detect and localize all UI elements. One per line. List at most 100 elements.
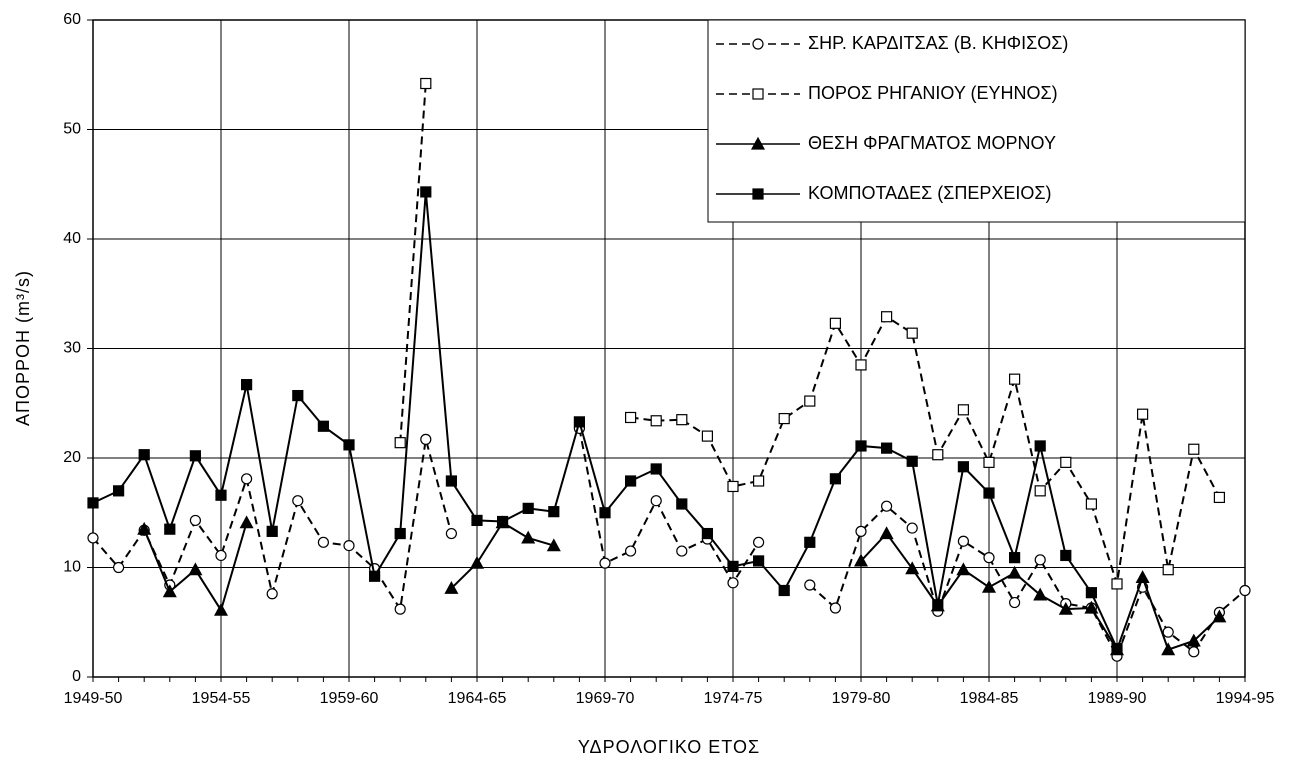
y-tick-label: 10 bbox=[63, 559, 81, 576]
marker bbox=[112, 561, 125, 574]
marker bbox=[1060, 549, 1072, 562]
marker bbox=[957, 535, 970, 547]
marker bbox=[522, 502, 534, 514]
marker bbox=[343, 539, 355, 552]
x-tick-label: 1964-65 bbox=[448, 690, 507, 707]
marker bbox=[1213, 491, 1226, 504]
marker bbox=[292, 389, 304, 402]
marker bbox=[1033, 587, 1048, 601]
marker bbox=[292, 495, 304, 507]
marker bbox=[727, 480, 739, 493]
marker bbox=[750, 136, 766, 150]
marker bbox=[880, 311, 893, 323]
marker bbox=[87, 497, 99, 509]
series-line bbox=[399, 83, 1221, 585]
marker bbox=[624, 411, 637, 424]
marker bbox=[266, 525, 278, 537]
marker bbox=[497, 515, 509, 528]
marker bbox=[752, 188, 764, 200]
marker bbox=[676, 545, 688, 557]
marker bbox=[317, 420, 329, 432]
marker bbox=[855, 359, 867, 371]
marker bbox=[394, 527, 406, 540]
y-tick-label: 0 bbox=[72, 668, 81, 685]
marker bbox=[1239, 584, 1251, 597]
marker bbox=[1188, 646, 1200, 658]
marker bbox=[546, 538, 561, 552]
x-tick-label: 1969-70 bbox=[576, 690, 635, 707]
marker bbox=[317, 536, 329, 548]
marker bbox=[215, 549, 227, 562]
marker bbox=[87, 532, 99, 544]
marker bbox=[213, 602, 229, 616]
x-axis-label: ΥΔΡΟΛΟΓΙΚΟ ΕΤΟΣ bbox=[578, 737, 760, 757]
marker bbox=[420, 186, 432, 198]
marker bbox=[957, 461, 970, 473]
marker bbox=[1008, 596, 1021, 609]
marker bbox=[1111, 642, 1123, 655]
marker bbox=[188, 562, 203, 576]
marker bbox=[444, 581, 459, 594]
x-tick-label: 1954-55 bbox=[192, 690, 251, 707]
marker bbox=[241, 473, 253, 485]
marker bbox=[1188, 443, 1200, 455]
marker bbox=[983, 456, 995, 468]
marker bbox=[778, 412, 790, 425]
marker bbox=[650, 463, 662, 475]
marker bbox=[906, 455, 918, 467]
marker bbox=[1034, 485, 1046, 497]
marker bbox=[164, 523, 176, 535]
marker bbox=[804, 536, 816, 548]
marker bbox=[804, 395, 816, 407]
marker bbox=[137, 521, 152, 535]
marker bbox=[880, 500, 893, 512]
marker bbox=[1058, 601, 1073, 615]
marker bbox=[471, 514, 483, 527]
marker bbox=[650, 415, 662, 427]
marker bbox=[981, 579, 997, 593]
marker bbox=[1085, 498, 1098, 510]
marker bbox=[241, 379, 253, 391]
marker bbox=[624, 475, 637, 487]
marker bbox=[215, 489, 227, 501]
marker bbox=[932, 449, 944, 461]
marker bbox=[369, 570, 381, 582]
marker bbox=[727, 577, 739, 589]
marker bbox=[1162, 626, 1174, 638]
legend-label: ΘΕΣΗ ΦΡΑΓΜΑΤΟΣ ΜΟΡΝΟΥ bbox=[808, 133, 1056, 153]
marker bbox=[266, 588, 278, 600]
marker bbox=[879, 526, 894, 540]
marker bbox=[752, 88, 764, 100]
marker bbox=[521, 530, 536, 544]
marker bbox=[829, 602, 842, 614]
marker bbox=[1186, 633, 1201, 647]
legend-label: ΠΟΡΟΣ ΡΗΓΑΝΙΟΥ (ΕΥΗΝΟΣ) bbox=[808, 83, 1058, 103]
marker bbox=[1034, 440, 1046, 452]
marker bbox=[855, 440, 867, 452]
marker bbox=[394, 437, 406, 449]
x-tick-label: 1949-50 bbox=[64, 690, 123, 707]
legend-label: ΚΟΜΠΟΤΑΔΕΣ (ΣΠΕΡΧΕΙΟΣ) bbox=[808, 183, 1052, 203]
marker bbox=[752, 555, 765, 567]
x-tick-label: 1974-75 bbox=[704, 690, 763, 707]
marker bbox=[804, 579, 816, 591]
x-tick-label: 1984-85 bbox=[960, 690, 1019, 707]
marker bbox=[469, 555, 485, 569]
y-tick-label: 20 bbox=[63, 449, 81, 466]
marker bbox=[1136, 408, 1149, 420]
marker bbox=[189, 450, 201, 462]
marker bbox=[599, 507, 611, 519]
x-tick-label: 1989-90 bbox=[1088, 690, 1147, 707]
marker bbox=[853, 553, 869, 567]
marker bbox=[189, 514, 201, 527]
marker bbox=[548, 506, 560, 518]
marker bbox=[752, 536, 765, 548]
marker bbox=[420, 433, 432, 445]
marker bbox=[1084, 600, 1099, 614]
marker bbox=[445, 527, 457, 540]
marker bbox=[1008, 552, 1021, 564]
marker bbox=[932, 599, 944, 611]
marker bbox=[752, 475, 765, 487]
marker bbox=[906, 327, 918, 339]
